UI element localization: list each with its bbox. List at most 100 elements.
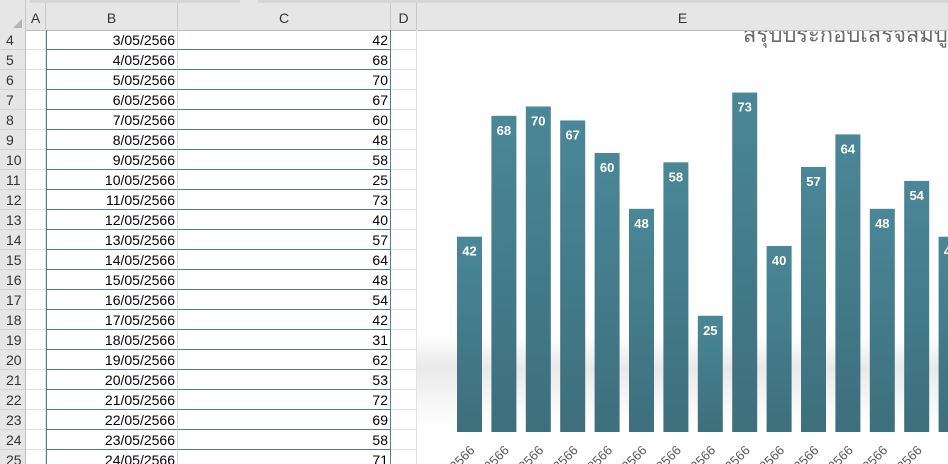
value-cell[interactable]: 57 — [178, 230, 391, 250]
chart-area[interactable]: สรุปประกอบเสร็จสมบูร 42 68 70 67 60 48 58 25 73 4… — [417, 31, 948, 464]
date-cell[interactable]: 19/05/2566 — [46, 350, 178, 370]
row-header[interactable]: 20 — [0, 350, 26, 370]
cell-d[interactable] — [391, 430, 417, 450]
row-header[interactable]: 11 — [0, 170, 26, 190]
row-header[interactable]: 23 — [0, 410, 26, 430]
value-cell[interactable]: 64 — [178, 250, 391, 270]
date-cell[interactable]: 16/05/2566 — [46, 290, 178, 310]
date-cell[interactable]: 6/05/2566 — [46, 90, 178, 110]
value-cell[interactable]: 62 — [178, 350, 391, 370]
value-cell[interactable]: 67 — [178, 90, 391, 110]
cell-a[interactable] — [26, 290, 46, 310]
column-header-d[interactable]: D — [391, 0, 417, 31]
date-cell[interactable]: 7/05/2566 — [46, 110, 178, 130]
value-cell[interactable]: 40 — [178, 210, 391, 230]
row-header[interactable]: 4 — [0, 30, 26, 50]
cell-a[interactable] — [26, 150, 46, 170]
value-cell[interactable]: 48 — [178, 130, 391, 150]
cell-d[interactable] — [391, 290, 417, 310]
cell-d[interactable] — [391, 350, 417, 370]
row-header[interactable]: 16 — [0, 270, 26, 290]
row-header[interactable]: 21 — [0, 370, 26, 390]
row-header[interactable]: 19 — [0, 330, 26, 350]
cell-d[interactable] — [391, 370, 417, 390]
row-header[interactable]: 18 — [0, 310, 26, 330]
cell-d[interactable] — [391, 210, 417, 230]
cell-a[interactable] — [26, 430, 46, 450]
cell-d[interactable] — [391, 450, 417, 464]
date-cell[interactable]: 15/05/2566 — [46, 270, 178, 290]
cell-d[interactable] — [391, 190, 417, 210]
value-cell[interactable]: 72 — [178, 390, 391, 410]
value-cell[interactable]: 73 — [178, 190, 391, 210]
select-all-triangle-icon[interactable] — [13, 19, 22, 28]
date-cell[interactable]: 11/05/2566 — [46, 190, 178, 210]
row-header[interactable]: 12 — [0, 190, 26, 210]
cell-d[interactable] — [391, 170, 417, 190]
cell-a[interactable] — [26, 250, 46, 270]
date-cell[interactable]: 13/05/2566 — [46, 230, 178, 250]
row-header[interactable]: 17 — [0, 290, 26, 310]
row-header[interactable]: 14 — [0, 230, 26, 250]
value-cell[interactable]: 42 — [178, 30, 391, 50]
value-cell[interactable]: 58 — [178, 430, 391, 450]
worksheet-grid[interactable]: 3/05/2566 42 4/05/2566 68 5/05/2566 70 6/05/25… — [26, 30, 948, 464]
value-cell[interactable]: 68 — [178, 50, 391, 70]
select-all-corner[interactable] — [0, 0, 26, 31]
column-header-c[interactable]: C — [178, 0, 391, 31]
date-cell[interactable]: 17/05/2566 — [46, 310, 178, 330]
cell-a[interactable] — [26, 230, 46, 250]
value-cell[interactable]: 54 — [178, 290, 391, 310]
cell-a[interactable] — [26, 310, 46, 330]
row-header[interactable]: 25 — [0, 450, 26, 464]
date-cell[interactable]: 3/05/2566 — [46, 30, 178, 50]
value-cell[interactable]: 71 — [178, 450, 391, 464]
cell-a[interactable] — [26, 170, 46, 190]
column-header-a[interactable]: A — [26, 0, 46, 31]
cell-d[interactable] — [391, 390, 417, 410]
cell-d[interactable] — [391, 270, 417, 290]
value-cell[interactable]: 42 — [178, 310, 391, 330]
date-cell[interactable]: 9/05/2566 — [46, 150, 178, 170]
row-header[interactable]: 13 — [0, 210, 26, 230]
row-header[interactable]: 10 — [0, 150, 26, 170]
cell-d[interactable] — [391, 150, 417, 170]
cell-d[interactable] — [391, 330, 417, 350]
cell-d[interactable] — [391, 250, 417, 270]
cell-a[interactable] — [26, 110, 46, 130]
value-cell[interactable]: 58 — [178, 150, 391, 170]
date-cell[interactable]: 23/05/2566 — [46, 430, 178, 450]
cell-a[interactable] — [26, 410, 46, 430]
cell-a[interactable] — [26, 130, 46, 150]
cell-a[interactable] — [26, 270, 46, 290]
cell-a[interactable] — [26, 30, 46, 50]
value-cell[interactable]: 53 — [178, 370, 391, 390]
date-cell[interactable]: 12/05/2566 — [46, 210, 178, 230]
date-cell[interactable]: 22/05/2566 — [46, 410, 178, 430]
row-header[interactable]: 5 — [0, 50, 26, 70]
cell-a[interactable] — [26, 370, 46, 390]
date-cell[interactable]: 14/05/2566 — [46, 250, 178, 270]
value-cell[interactable]: 31 — [178, 330, 391, 350]
date-cell[interactable]: 21/05/2566 — [46, 390, 178, 410]
date-cell[interactable]: 20/05/2566 — [46, 370, 178, 390]
cell-a[interactable] — [26, 70, 46, 90]
column-header-e[interactable]: E — [677, 10, 688, 26]
cell-d[interactable] — [391, 230, 417, 250]
row-header[interactable]: 15 — [0, 250, 26, 270]
row-header[interactable]: 24 — [0, 430, 26, 450]
cell-d[interactable] — [391, 410, 417, 430]
cell-d[interactable] — [391, 130, 417, 150]
row-header[interactable]: 8 — [0, 110, 26, 130]
cell-a[interactable] — [26, 390, 46, 410]
value-cell[interactable]: 48 — [178, 270, 391, 290]
date-cell[interactable]: 10/05/2566 — [46, 170, 178, 190]
cell-a[interactable] — [26, 90, 46, 110]
cell-a[interactable] — [26, 450, 46, 464]
cell-a[interactable] — [26, 190, 46, 210]
date-cell[interactable]: 4/05/2566 — [46, 50, 178, 70]
value-cell[interactable]: 70 — [178, 70, 391, 90]
cell-d[interactable] — [391, 110, 417, 130]
cell-d[interactable] — [391, 50, 417, 70]
value-cell[interactable]: 69 — [178, 410, 391, 430]
